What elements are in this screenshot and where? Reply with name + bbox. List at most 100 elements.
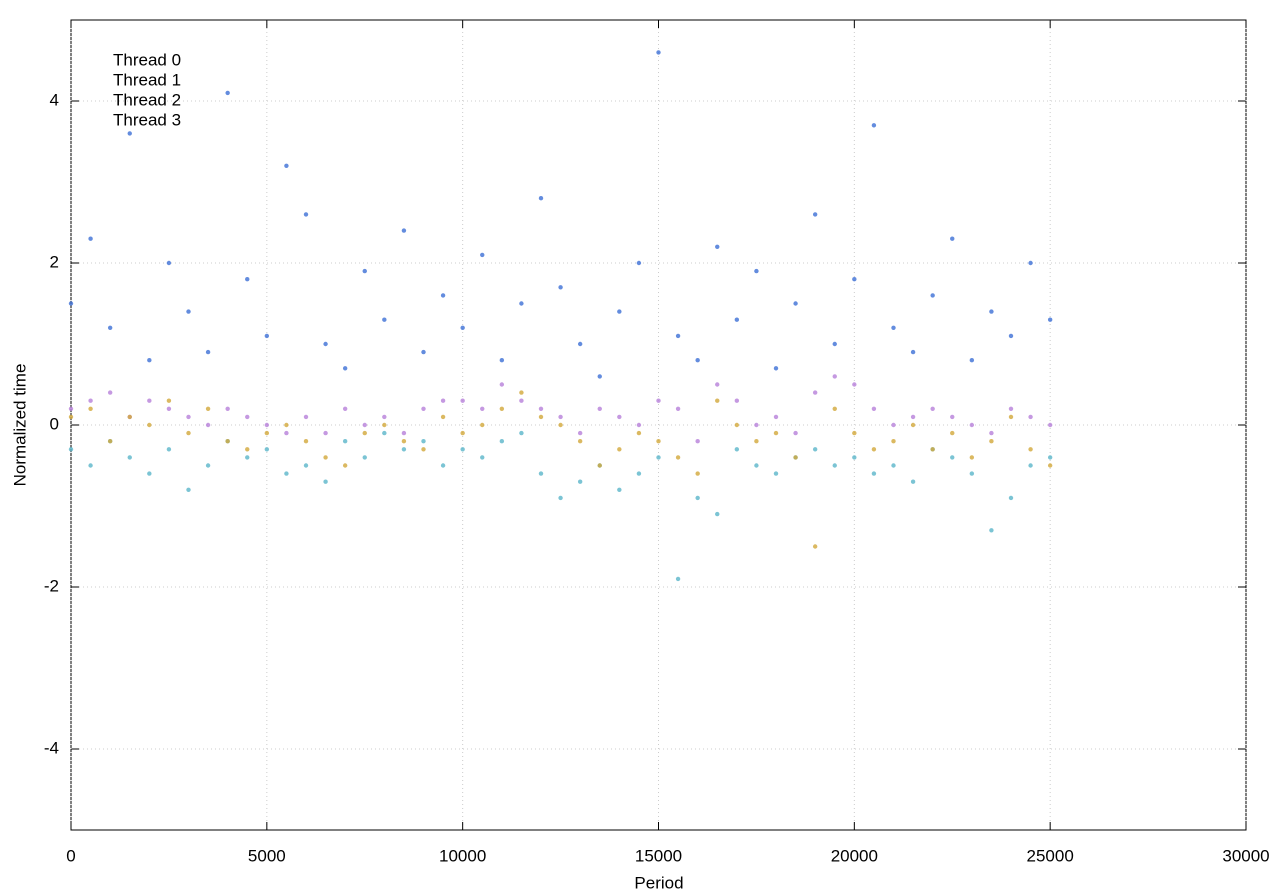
data-point: [656, 398, 661, 403]
data-point: [538, 406, 544, 411]
data-point: [88, 398, 93, 403]
data-point: [303, 463, 309, 468]
data-point: [695, 495, 700, 501]
data-point: [754, 439, 759, 444]
data-point: [342, 366, 348, 371]
data-point: [460, 325, 465, 330]
data-point: [577, 479, 583, 484]
data-point: [891, 463, 896, 468]
data-point: [421, 349, 426, 355]
data-point: [519, 430, 524, 436]
data-point: [989, 430, 994, 436]
data-point: [636, 430, 642, 436]
data-point: [68, 406, 74, 411]
data-point: [773, 414, 779, 420]
data-point: [284, 422, 289, 428]
data-point: [342, 439, 348, 444]
data-point: [382, 414, 387, 420]
data-point: [205, 463, 211, 468]
data-point: [323, 341, 328, 347]
data-point: [88, 236, 93, 241]
data-point: [617, 487, 622, 492]
data-point: [675, 455, 681, 460]
data-point: [832, 406, 837, 411]
data-point: [1028, 463, 1033, 468]
data-point: [245, 277, 250, 282]
data-point: [499, 382, 505, 387]
data-point: [480, 252, 485, 258]
data-point: [284, 471, 289, 476]
y-tick-label: 2: [50, 252, 59, 271]
data-point: [186, 309, 191, 314]
data-point: [597, 463, 602, 468]
data-point: [342, 406, 348, 411]
data-point: [225, 406, 230, 411]
x-tick-label: 0: [66, 846, 75, 865]
data-point: [401, 228, 407, 233]
data-point: [950, 236, 955, 241]
data-point: [852, 277, 857, 282]
data-point: [303, 414, 309, 420]
data-point: [656, 455, 661, 460]
data-point: [1028, 414, 1033, 420]
data-point: [773, 471, 779, 476]
data-point: [68, 414, 74, 420]
data-point: [734, 422, 740, 428]
data-point: [264, 447, 270, 452]
data-point: [734, 398, 740, 403]
data-point: [891, 439, 896, 444]
data-point: [734, 447, 740, 452]
data-point: [245, 414, 250, 420]
data-point: [440, 414, 446, 420]
data-point: [891, 325, 896, 330]
data-point: [793, 301, 798, 306]
data-point: [107, 439, 113, 444]
data-point: [617, 447, 622, 452]
data-point: [1008, 333, 1014, 339]
data-point: [754, 268, 759, 274]
data-point: [656, 439, 661, 444]
data-point: [675, 406, 681, 411]
data-point: [1028, 260, 1033, 266]
data-point: [1047, 455, 1053, 460]
data-point: [989, 439, 994, 444]
legend-label: Thread 1: [113, 70, 181, 89]
data-point: [871, 471, 877, 476]
data-point: [969, 358, 975, 363]
data-point: [538, 414, 544, 420]
data-point: [401, 447, 407, 452]
data-point: [401, 430, 407, 436]
data-point: [284, 430, 289, 436]
data-point: [793, 455, 798, 460]
data-point: [205, 422, 211, 428]
data-point: [930, 406, 935, 411]
data-point: [127, 455, 132, 460]
data-point: [519, 301, 524, 306]
data-point: [499, 406, 505, 411]
data-point: [460, 447, 465, 452]
data-point: [910, 479, 916, 484]
data-point: [695, 439, 700, 444]
data-point: [636, 471, 642, 476]
data-point: [852, 382, 857, 387]
legend-label: Thread 2: [113, 90, 181, 109]
data-point: [440, 463, 446, 468]
y-tick-label: -2: [44, 576, 59, 595]
data-point: [558, 495, 563, 501]
data-point: [245, 447, 250, 452]
data-point: [440, 293, 446, 298]
data-point: [695, 471, 700, 476]
data-point: [68, 447, 74, 452]
data-point: [910, 422, 916, 428]
data-point: [166, 260, 172, 266]
data-point: [166, 406, 172, 411]
data-point: [88, 406, 93, 411]
data-point: [930, 293, 935, 298]
data-point: [68, 301, 74, 306]
data-point: [225, 439, 230, 444]
data-point: [969, 455, 975, 460]
data-point: [989, 309, 994, 314]
data-point: [107, 325, 113, 330]
data-point: [597, 374, 602, 379]
data-point: [558, 285, 563, 290]
